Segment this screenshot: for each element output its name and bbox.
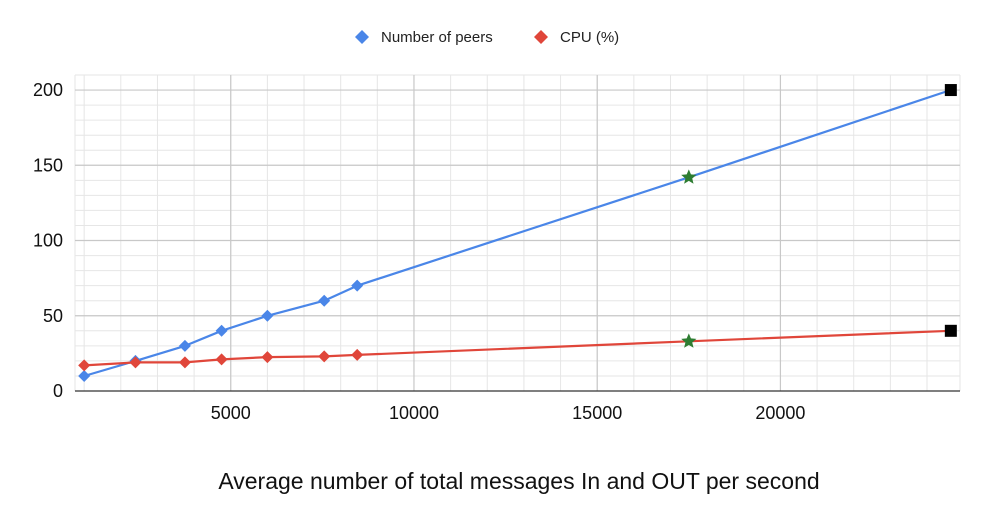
data-point-number-of-peers	[318, 294, 331, 307]
data-point-number-of-peers	[178, 339, 191, 352]
x-tick-label: 20000	[755, 403, 805, 423]
data-point-square-cpu	[944, 324, 957, 337]
x-axis-tick-labels: 5000 10000 15000 20000	[211, 403, 806, 423]
data-point-cpu	[318, 350, 331, 363]
series-cpu	[78, 324, 957, 372]
legend-label-cpu: CPU (%)	[560, 29, 619, 46]
data-point-cpu	[78, 359, 91, 372]
data-point-cpu	[351, 348, 364, 361]
series-number-of-peers	[78, 84, 957, 382]
legend-marker-cpu	[534, 30, 548, 44]
legend-label-number-of-peers: Number of peers	[381, 29, 493, 46]
x-tick-label: 5000	[211, 403, 251, 423]
y-tick-label: 0	[53, 381, 63, 401]
y-tick-label: 100	[33, 231, 63, 251]
x-tick-label: 15000	[572, 403, 622, 423]
y-tick-label: 150	[33, 155, 63, 175]
data-point-number-of-peers	[261, 309, 274, 322]
data-point-cpu	[178, 356, 191, 369]
series-layer	[78, 84, 957, 382]
data-point-square-number-of-peers	[944, 84, 957, 97]
legend: Number of peers CPU (%)	[355, 29, 619, 46]
data-point-cpu	[215, 353, 228, 366]
data-point-star-cpu	[681, 333, 697, 348]
data-point-number-of-peers	[78, 369, 91, 382]
legend-marker-number-of-peers	[355, 30, 369, 44]
data-point-star-number-of-peers	[681, 169, 697, 184]
y-tick-label: 50	[43, 306, 63, 326]
y-tick-label: 200	[33, 80, 63, 100]
data-point-number-of-peers	[351, 279, 364, 292]
series-line-cpu	[84, 329, 951, 367]
major-gridlines	[75, 75, 960, 391]
y-axis-tick-labels: 0 50 100 150 200	[33, 80, 63, 401]
data-point-cpu	[261, 351, 274, 364]
data-point-cpu	[129, 356, 142, 369]
x-tick-label: 10000	[389, 403, 439, 423]
series-line-number-of-peers	[83, 88, 952, 378]
data-point-number-of-peers	[215, 324, 228, 337]
x-axis-title: Average number of total messages In and …	[218, 468, 819, 494]
